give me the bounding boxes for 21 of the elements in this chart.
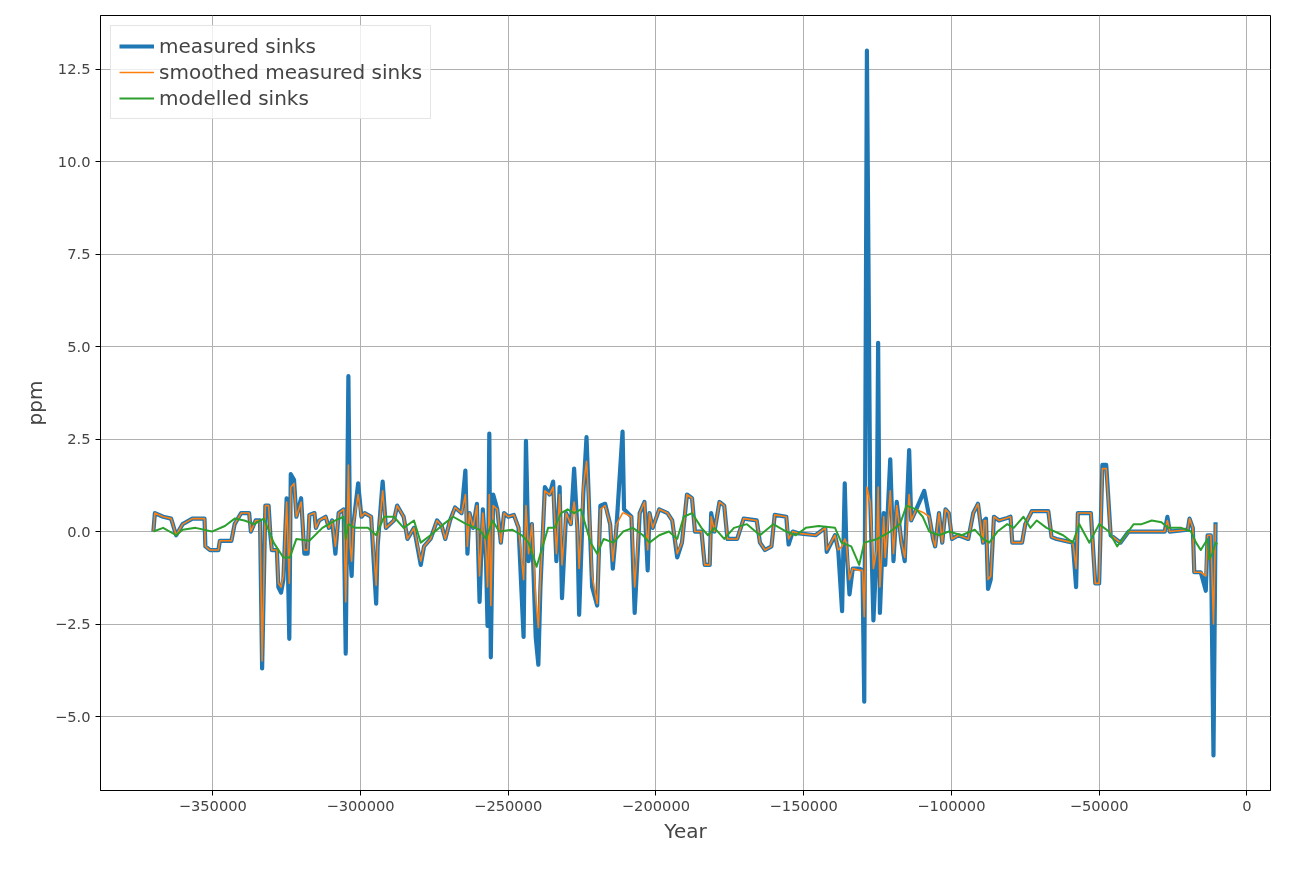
x-tick-label: −200000	[621, 796, 691, 814]
y-axis-title: ppm	[22, 380, 47, 426]
x-tick-label: −150000	[769, 796, 838, 814]
y-tick-label: −5.0	[54, 707, 91, 725]
legend-label: modelled sinks	[159, 86, 309, 110]
x-tick-label: 0	[1242, 796, 1252, 814]
x-tick-label: −300000	[326, 796, 395, 814]
y-tick-label: 5.0	[67, 337, 91, 355]
y-tick-label: 7.5	[67, 245, 91, 263]
y-tick-label: 12.5	[57, 60, 91, 78]
y-tick-label: −2.5	[54, 615, 91, 633]
legend-label: smoothed measured sinks	[159, 60, 423, 84]
x-tick-label: −250000	[474, 796, 543, 814]
x-tick-label: −100000	[917, 796, 986, 814]
y-tick-label: 0.0	[67, 522, 91, 540]
y-tick-label: 10.0	[57, 152, 91, 170]
x-tick-label: −350000	[178, 796, 247, 814]
legend-label: measured sinks	[159, 34, 316, 58]
y-tick-label: 2.5	[67, 430, 91, 448]
x-tick-label: −50000	[1069, 796, 1129, 814]
x-axis-title: Year	[663, 818, 708, 843]
